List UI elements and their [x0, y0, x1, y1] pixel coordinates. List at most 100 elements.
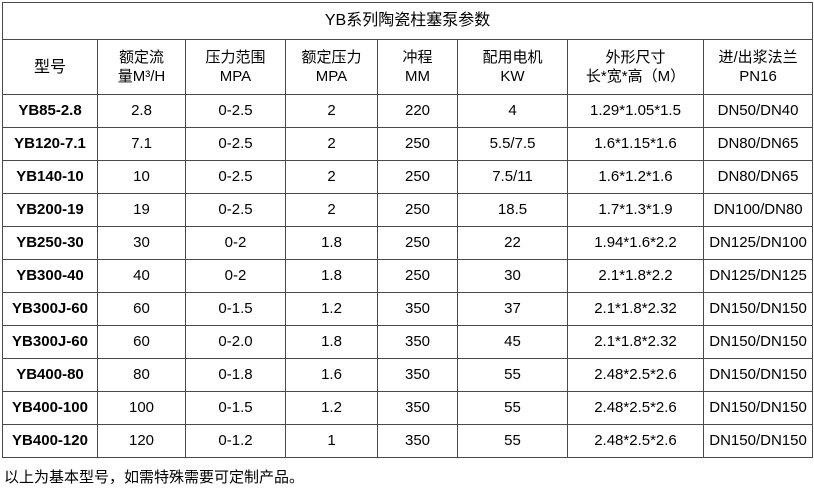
column-header-flow-line2: 量M³/H	[117, 68, 166, 85]
cell-motor: 4	[457, 94, 568, 128]
cell-motor: 55	[457, 358, 568, 392]
cell-flow: 80	[97, 358, 186, 392]
cell-stroke: 220	[377, 94, 458, 128]
cell-model: YB300J-60	[2, 292, 98, 326]
cell-pressure-range: 0-1.5	[185, 391, 286, 425]
specification-table: YB系列陶瓷柱塞泵参数 型号 额定流 量M³/H 压力范围 MPA 额定压力 M…	[1, 2, 814, 458]
cell-rated-pressure: 1.2	[285, 292, 378, 326]
cell-model: YB85-2.8	[2, 94, 98, 128]
column-header-model: 型号	[2, 39, 98, 95]
cell-rated-pressure: 1.2	[285, 391, 378, 425]
column-header-model-line1: 型号	[33, 58, 66, 76]
cell-model: YB250-30	[2, 226, 98, 260]
cell-flow: 60	[97, 292, 186, 326]
cell-stroke: 350	[377, 325, 458, 359]
column-header-stroke-line2: MM	[405, 68, 430, 85]
cell-flange: DN150/DN150	[702, 424, 814, 458]
cell-pressure-range: 0-1.5	[185, 292, 286, 326]
cell-flange: DN50/DN40	[702, 94, 814, 128]
cell-flange: DN125/DN100	[702, 226, 814, 260]
cell-pressure-range: 0-2.5	[185, 160, 286, 194]
cell-flange: DN150/DN150	[702, 292, 814, 326]
table-row: YB300J-60 60 0-1.5 1.2 350 37 2.1*1.8*2.…	[2, 292, 814, 326]
cell-dimensions: 1.94*1.6*2.2	[567, 226, 704, 260]
cell-model: YB400-120	[2, 424, 98, 458]
cell-flange: DN150/DN150	[702, 358, 814, 392]
column-header-pressure-range-line2: MPA	[219, 68, 252, 85]
cell-flange: DN125/DN125	[702, 259, 814, 293]
cell-rated-pressure: 2	[285, 127, 378, 161]
cell-stroke: 250	[377, 259, 458, 293]
cell-dimensions: 1.6*1.15*1.6	[567, 127, 704, 161]
cell-flow: 30	[97, 226, 186, 260]
table-row: YB200-19 19 0-2.5 2 250 18.5 1.7*1.3*1.9…	[2, 193, 814, 227]
cell-dimensions: 2.1*1.8*2.32	[567, 292, 704, 326]
footnote: 以上为基本型号，如需特殊需要可定制产品。	[4, 469, 305, 486]
cell-dimensions: 2.1*1.8*2.2	[567, 259, 704, 293]
cell-flow: 60	[97, 325, 186, 359]
column-header-flange: 进/出浆法兰 PN16	[702, 39, 814, 95]
cell-rated-pressure: 2	[285, 94, 378, 128]
cell-model: YB300J-60	[2, 325, 98, 359]
cell-dimensions: 1.7*1.3*1.9	[567, 193, 704, 227]
table-row: YB400-100 100 0-1.5 1.2 350 55 2.48*2.5*…	[2, 391, 814, 425]
cell-motor: 5.5/7.5	[457, 127, 568, 161]
cell-pressure-range: 0-1.2	[185, 424, 286, 458]
cell-dimensions: 2.1*1.8*2.32	[567, 325, 704, 359]
cell-stroke: 350	[377, 292, 458, 326]
cell-stroke: 350	[377, 424, 458, 458]
column-header-motor-line2: KW	[500, 68, 525, 85]
table-row: YB300J-60 60 0-2.0 1.8 350 45 2.1*1.8*2.…	[2, 325, 814, 359]
column-header-rated-pressure: 额定压力 MPA	[285, 39, 378, 95]
table-row: YB140-10 10 0-2.5 2 250 7.5/11 1.6*1.2*1…	[2, 160, 814, 194]
table-row: YB400-120 120 0-1.2 1 350 55 2.48*2.5*2.…	[2, 424, 814, 458]
cell-model: YB400-80	[2, 358, 98, 392]
cell-pressure-range: 0-2.0	[185, 325, 286, 359]
cell-motor: 18.5	[457, 193, 568, 227]
cell-flange: DN80/DN65	[702, 160, 814, 194]
cell-stroke: 250	[377, 226, 458, 260]
cell-pressure-range: 0-1.8	[185, 358, 286, 392]
cell-stroke: 350	[377, 391, 458, 425]
column-header-rated-pressure-line1: 额定压力	[301, 49, 362, 66]
column-header-flow-line1: 额定流	[118, 49, 164, 66]
cell-dimensions: 2.48*2.5*2.6	[567, 358, 704, 392]
table-row: YB85-2.8 2.8 0-2.5 2 220 4 1.29*1.05*1.5…	[2, 94, 814, 128]
cell-model: YB200-19	[2, 193, 98, 227]
table-row: YB400-80 80 0-1.8 1.6 350 55 2.48*2.5*2.…	[2, 358, 814, 392]
column-header-rated-pressure-line2: MPA	[315, 68, 348, 85]
cell-model: YB400-100	[2, 391, 98, 425]
cell-motor: 55	[457, 424, 568, 458]
cell-dimensions: 1.29*1.05*1.5	[567, 94, 704, 128]
cell-pressure-range: 0-2.5	[185, 127, 286, 161]
table-row: YB300-40 40 0-2 1.8 250 30 2.1*1.8*2.2 D…	[2, 259, 814, 293]
cell-pressure-range: 0-2.5	[185, 94, 286, 128]
cell-motor: 30	[457, 259, 568, 293]
cell-rated-pressure: 2	[285, 160, 378, 194]
cell-motor: 37	[457, 292, 568, 326]
column-header-flange-line1: 进/出浆法兰	[718, 49, 798, 66]
column-header-pressure-range-line1: 压力范围	[205, 49, 266, 66]
cell-model: YB120-7.1	[2, 127, 98, 161]
cell-rated-pressure: 2	[285, 193, 378, 227]
cell-flow: 19	[97, 193, 186, 227]
cell-rated-pressure: 1.8	[285, 325, 378, 359]
column-header-stroke-line1: 冲程	[402, 49, 433, 66]
cell-rated-pressure: 1.8	[285, 259, 378, 293]
column-header-dimensions: 外形尺寸 长*宽*高（M）	[567, 39, 704, 95]
column-header-stroke: 冲程 MM	[377, 39, 458, 95]
cell-flange: DN100/DN80	[702, 193, 814, 227]
cell-stroke: 250	[377, 193, 458, 227]
column-header-pressure-range: 压力范围 MPA	[185, 39, 286, 95]
cell-flow: 100	[97, 391, 186, 425]
cell-flange: DN80/DN65	[702, 127, 814, 161]
cell-pressure-range: 0-2	[185, 259, 286, 293]
cell-flow: 40	[97, 259, 186, 293]
cell-motor: 7.5/11	[457, 160, 568, 194]
cell-stroke: 250	[377, 160, 458, 194]
cell-flow: 7.1	[97, 127, 186, 161]
cell-motor: 45	[457, 325, 568, 359]
cell-stroke: 250	[377, 127, 458, 161]
cell-rated-pressure: 1.8	[285, 226, 378, 260]
